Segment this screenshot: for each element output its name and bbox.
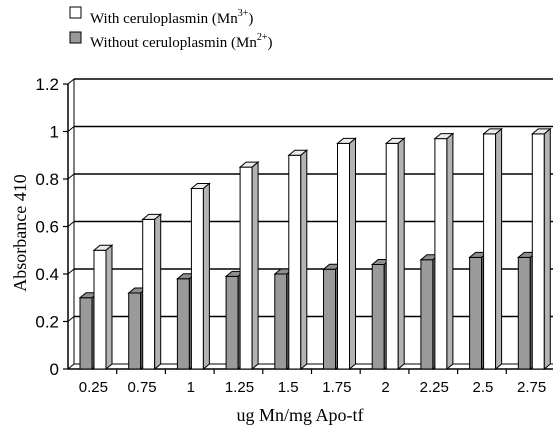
bar-without-1-front — [176, 278, 190, 370]
legend-label-without-ceruloplasmin: Without ceruloplasmin (Mn2+) — [90, 32, 273, 51]
x-tick-label: 1.25 — [225, 379, 254, 396]
gridline-depth — [67, 173, 75, 180]
x-tick-label: 2.5 — [473, 379, 494, 396]
bar-with-1 — [190, 182, 211, 371]
bar-without-0.75-front — [128, 292, 142, 370]
gridline-depth — [67, 221, 75, 227]
bar-with-1.5-side — [300, 149, 308, 371]
y-tick-label: 0.6 — [35, 218, 59, 237]
legend-item-with-ceruloplasmin: With ceruloplasmin (Mn3+) — [69, 6, 253, 27]
x-tick-label: 0.25 — [79, 379, 108, 396]
y-tick-label: 0.2 — [35, 313, 59, 332]
bars — [78, 127, 552, 371]
bar-with-1.5 — [287, 149, 309, 371]
gridline-depth — [67, 126, 75, 132]
bar-with-2.25 — [433, 132, 455, 371]
x-axis-title: ug Mn/mg Apo-tf — [236, 405, 363, 425]
bar-with-2 — [384, 137, 406, 371]
bar-with-1-front — [190, 188, 204, 370]
bar-without-2.75-front — [517, 256, 531, 370]
legend-label-with-ceruloplasmin: With ceruloplasmin (Mn3+) — [90, 8, 253, 27]
bar-without-1.25-front — [225, 275, 239, 370]
bar-with-2.5 — [482, 127, 503, 371]
bar-without-0.25-front — [79, 297, 93, 370]
legend: With ceruloplasmin (Mn3+) Without cerulo… — [69, 6, 273, 51]
gridline-depth — [67, 78, 75, 85]
bar-with-1-side — [202, 182, 210, 371]
x-tick-label: 2.75 — [517, 379, 546, 396]
y-tick-labels: 0 0.2 0.4 0.6 0.8 1 1.2 — [35, 75, 59, 379]
bar-without-1.75-front — [323, 268, 336, 370]
x-tick-labels: 0.25 0.75 1 1.25 1.5 1.75 2 2.25 2.5 2.75 — [79, 379, 547, 396]
y-tick-label: 0.8 — [35, 170, 59, 189]
bar-with-2.75 — [530, 127, 552, 371]
bar-with-0.75-front — [142, 218, 156, 370]
y-tick-label: 1 — [50, 123, 59, 142]
x-tick-label: 1.5 — [278, 379, 299, 396]
y-axis-title: Absorbance 410 — [10, 174, 30, 291]
x-tick-label: 1.75 — [322, 379, 351, 396]
gridline-depth — [67, 316, 75, 322]
bar-without-2.5-front — [469, 256, 483, 370]
bar-with-0.25-side — [105, 244, 113, 371]
bar-with-2.5-side — [495, 127, 503, 371]
bar-with-1.75 — [336, 137, 357, 371]
bar-with-0.25-front — [93, 249, 107, 370]
bar-with-1.25-side — [251, 161, 259, 371]
x-tick-label: 2.25 — [420, 379, 449, 396]
legend-item-without-ceruloplasmin: Without ceruloplasmin (Mn2+) — [69, 31, 273, 51]
y-tick-label: 0.4 — [35, 265, 59, 284]
gridline-depth — [67, 268, 75, 275]
x-tick-label: 1 — [187, 379, 195, 396]
floor-depth-edge — [67, 363, 75, 370]
bar-with-1.5-front — [288, 154, 302, 370]
bar-with-2.75-front — [531, 133, 545, 370]
bar-with-2.5-front — [483, 133, 497, 370]
bar-with-1.75-front — [337, 142, 350, 370]
bar-with-1.75-side — [349, 137, 356, 371]
bar-with-1.25 — [238, 161, 260, 371]
bar-with-0.75-side — [154, 213, 162, 371]
bar-with-0.75 — [141, 213, 163, 371]
legend-swatch-without-ceruloplasmin — [69, 31, 82, 44]
bar-with-1.25-front — [239, 166, 253, 370]
bar-with-0.25 — [92, 244, 114, 371]
x-tick-label: 0.75 — [127, 379, 156, 396]
bar-without-2.25-front — [420, 259, 434, 370]
x-tick-label: 2 — [381, 379, 389, 396]
bar-with-2-front — [385, 142, 399, 370]
bar-without-2-front — [371, 264, 385, 370]
bar-with-2-side — [397, 137, 405, 371]
y-tick-label: 0 — [50, 360, 59, 379]
legend-swatch-with-ceruloplasmin — [69, 6, 82, 19]
bar-with-2.75-side — [543, 127, 551, 371]
y-tick-label: 1.2 — [35, 75, 59, 94]
bar-with-2.25-side — [446, 132, 454, 371]
bar-without-1.5-front — [274, 273, 288, 370]
bar-with-2.25-front — [434, 138, 448, 370]
